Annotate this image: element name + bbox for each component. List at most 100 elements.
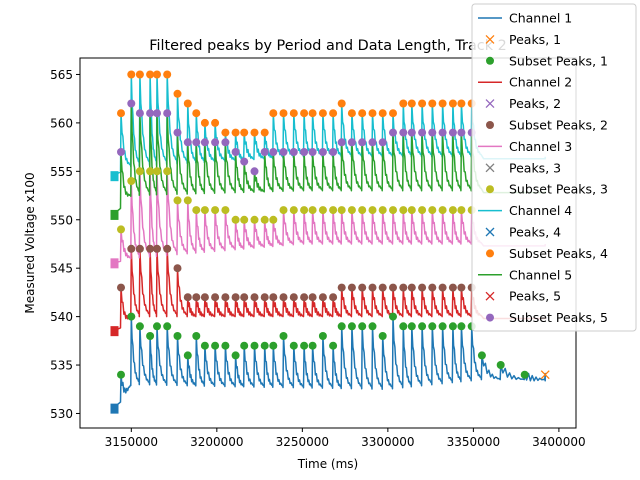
- subset-peak-marker-5: [127, 99, 136, 108]
- y-tick-label: 550: [50, 213, 73, 227]
- subset-peak-marker-2: [368, 283, 377, 292]
- subset-peak-marker-3: [418, 206, 427, 215]
- subset-peak-marker-5: [308, 148, 317, 156]
- series-start-block-5: [110, 209, 119, 220]
- subset-peak-marker-4: [250, 128, 259, 137]
- subset-peak-marker-4: [347, 109, 356, 118]
- subset-peak-marker-5: [279, 148, 288, 156]
- subset-peak-marker-2: [457, 283, 466, 292]
- legend-dot-swatch: [486, 249, 494, 258]
- series-start-block-4: [110, 171, 119, 182]
- subset-peak-marker-3: [211, 206, 220, 215]
- subset-peak-marker-3: [407, 206, 416, 215]
- subset-peak-marker-4: [448, 99, 457, 108]
- subset-peak-marker-4: [153, 70, 161, 79]
- subset-peak-marker-4: [418, 99, 427, 108]
- subset-peak-marker-1: [337, 322, 346, 331]
- subset-peak-marker-1: [308, 341, 317, 350]
- subset-peak-marker-1: [240, 341, 249, 350]
- subset-peak-marker-1: [289, 341, 298, 350]
- subset-peak-marker-5: [428, 128, 437, 137]
- legend-x-swatch: [485, 291, 495, 301]
- x-tick-label: 3200000: [190, 435, 243, 449]
- subset-peak-marker-4: [135, 70, 144, 79]
- x-tick-label: 3250000: [276, 435, 329, 449]
- legend-entry-label: Peaks, 2: [509, 96, 561, 111]
- subset-peak-marker-2: [407, 283, 416, 292]
- subset-peak-marker-5: [211, 138, 220, 147]
- subset-peak-marker-1: [389, 312, 397, 321]
- subset-peak-marker-2: [438, 283, 447, 292]
- y-axis-label: Measured Voltage x100: [23, 172, 37, 313]
- subset-peak-marker-4: [211, 118, 220, 127]
- subset-peak-marker-3: [250, 215, 259, 224]
- subset-peak-marker-5: [192, 138, 201, 147]
- subset-peak-marker-4: [300, 109, 309, 118]
- subset-peak-marker-1: [163, 322, 172, 331]
- subset-peak-marker-3: [200, 206, 209, 215]
- legend-entry-label: Peaks, 1: [509, 32, 561, 47]
- subset-peak-marker-1: [358, 322, 367, 331]
- subset-peak-marker-1: [399, 322, 408, 331]
- subset-peak-marker-5: [318, 148, 327, 156]
- subset-peak-marker-2: [163, 244, 172, 253]
- subset-peak-marker-2: [269, 293, 278, 302]
- subset-peak-marker-3: [329, 206, 338, 215]
- subset-peak-marker-1: [300, 341, 309, 350]
- subset-peak-marker-2: [231, 293, 240, 302]
- subset-peak-marker-4: [389, 109, 397, 118]
- subset-peak-marker-4: [378, 109, 387, 118]
- subset-peak-marker-5: [231, 148, 240, 156]
- subset-peak-marker-5: [337, 138, 346, 147]
- subset-peak-marker-4: [117, 109, 125, 118]
- subset-peak-marker-1: [250, 341, 259, 350]
- subset-peak-marker-5: [250, 167, 259, 176]
- subset-peak-marker-5: [240, 157, 249, 166]
- subset-peak-marker-1: [279, 332, 288, 340]
- subset-peak-marker-2: [127, 244, 136, 253]
- subset-peak-marker-3: [135, 167, 144, 176]
- subset-peak-marker-5: [457, 128, 466, 137]
- subset-peak-marker-2: [358, 283, 367, 292]
- subset-peak-marker-4: [146, 70, 155, 79]
- subset-peak-marker-4: [221, 128, 230, 137]
- subset-peak-marker-4: [260, 128, 269, 137]
- legend-dot-swatch: [486, 121, 494, 129]
- subset-peak-marker-2: [418, 283, 427, 292]
- subset-peak-marker-1: [183, 351, 192, 360]
- subset-peak-marker-4: [358, 109, 367, 118]
- y-tick-label: 560: [50, 116, 73, 130]
- legend-entry-label: Peaks, 3: [509, 160, 561, 175]
- subset-peak-marker-4: [173, 89, 182, 98]
- subset-peak-marker-2: [153, 244, 161, 253]
- subset-peak-marker-3: [368, 206, 377, 215]
- legend-entry-label: Peaks, 5: [509, 289, 561, 304]
- subset-peak-marker-3: [240, 215, 249, 224]
- subset-peak-marker-3: [260, 215, 269, 224]
- subset-peak-marker-3: [308, 206, 317, 215]
- subset-peak-marker-4: [269, 109, 278, 118]
- subset-peak-marker-2: [329, 293, 338, 302]
- legend-x-swatch: [485, 163, 495, 173]
- subset-peak-marker-2: [318, 293, 327, 302]
- subset-peak-marker-5: [358, 138, 367, 147]
- subset-peak-marker-2: [279, 293, 288, 302]
- subset-peak-marker-5: [183, 138, 192, 147]
- subset-peak-marker-1: [496, 361, 505, 369]
- subset-peak-marker-3: [221, 206, 230, 215]
- subset-peak-marker-4: [457, 99, 466, 108]
- y-tick-label: 565: [50, 68, 73, 82]
- subset-peak-marker-1: [457, 322, 466, 331]
- subset-peak-marker-1: [438, 322, 447, 331]
- subset-peak-marker-5: [378, 138, 387, 147]
- subset-peak-marker-3: [438, 206, 447, 215]
- subset-peak-marker-3: [192, 206, 201, 215]
- subset-peak-marker-3: [399, 206, 408, 215]
- subset-peak-marker-2: [347, 283, 356, 292]
- subset-peak-marker-2: [183, 293, 192, 302]
- subset-peak-marker-1: [211, 341, 220, 350]
- subset-peak-marker-3: [448, 206, 457, 215]
- subset-peak-marker-5: [153, 109, 161, 118]
- subset-peak-marker-2: [200, 293, 209, 302]
